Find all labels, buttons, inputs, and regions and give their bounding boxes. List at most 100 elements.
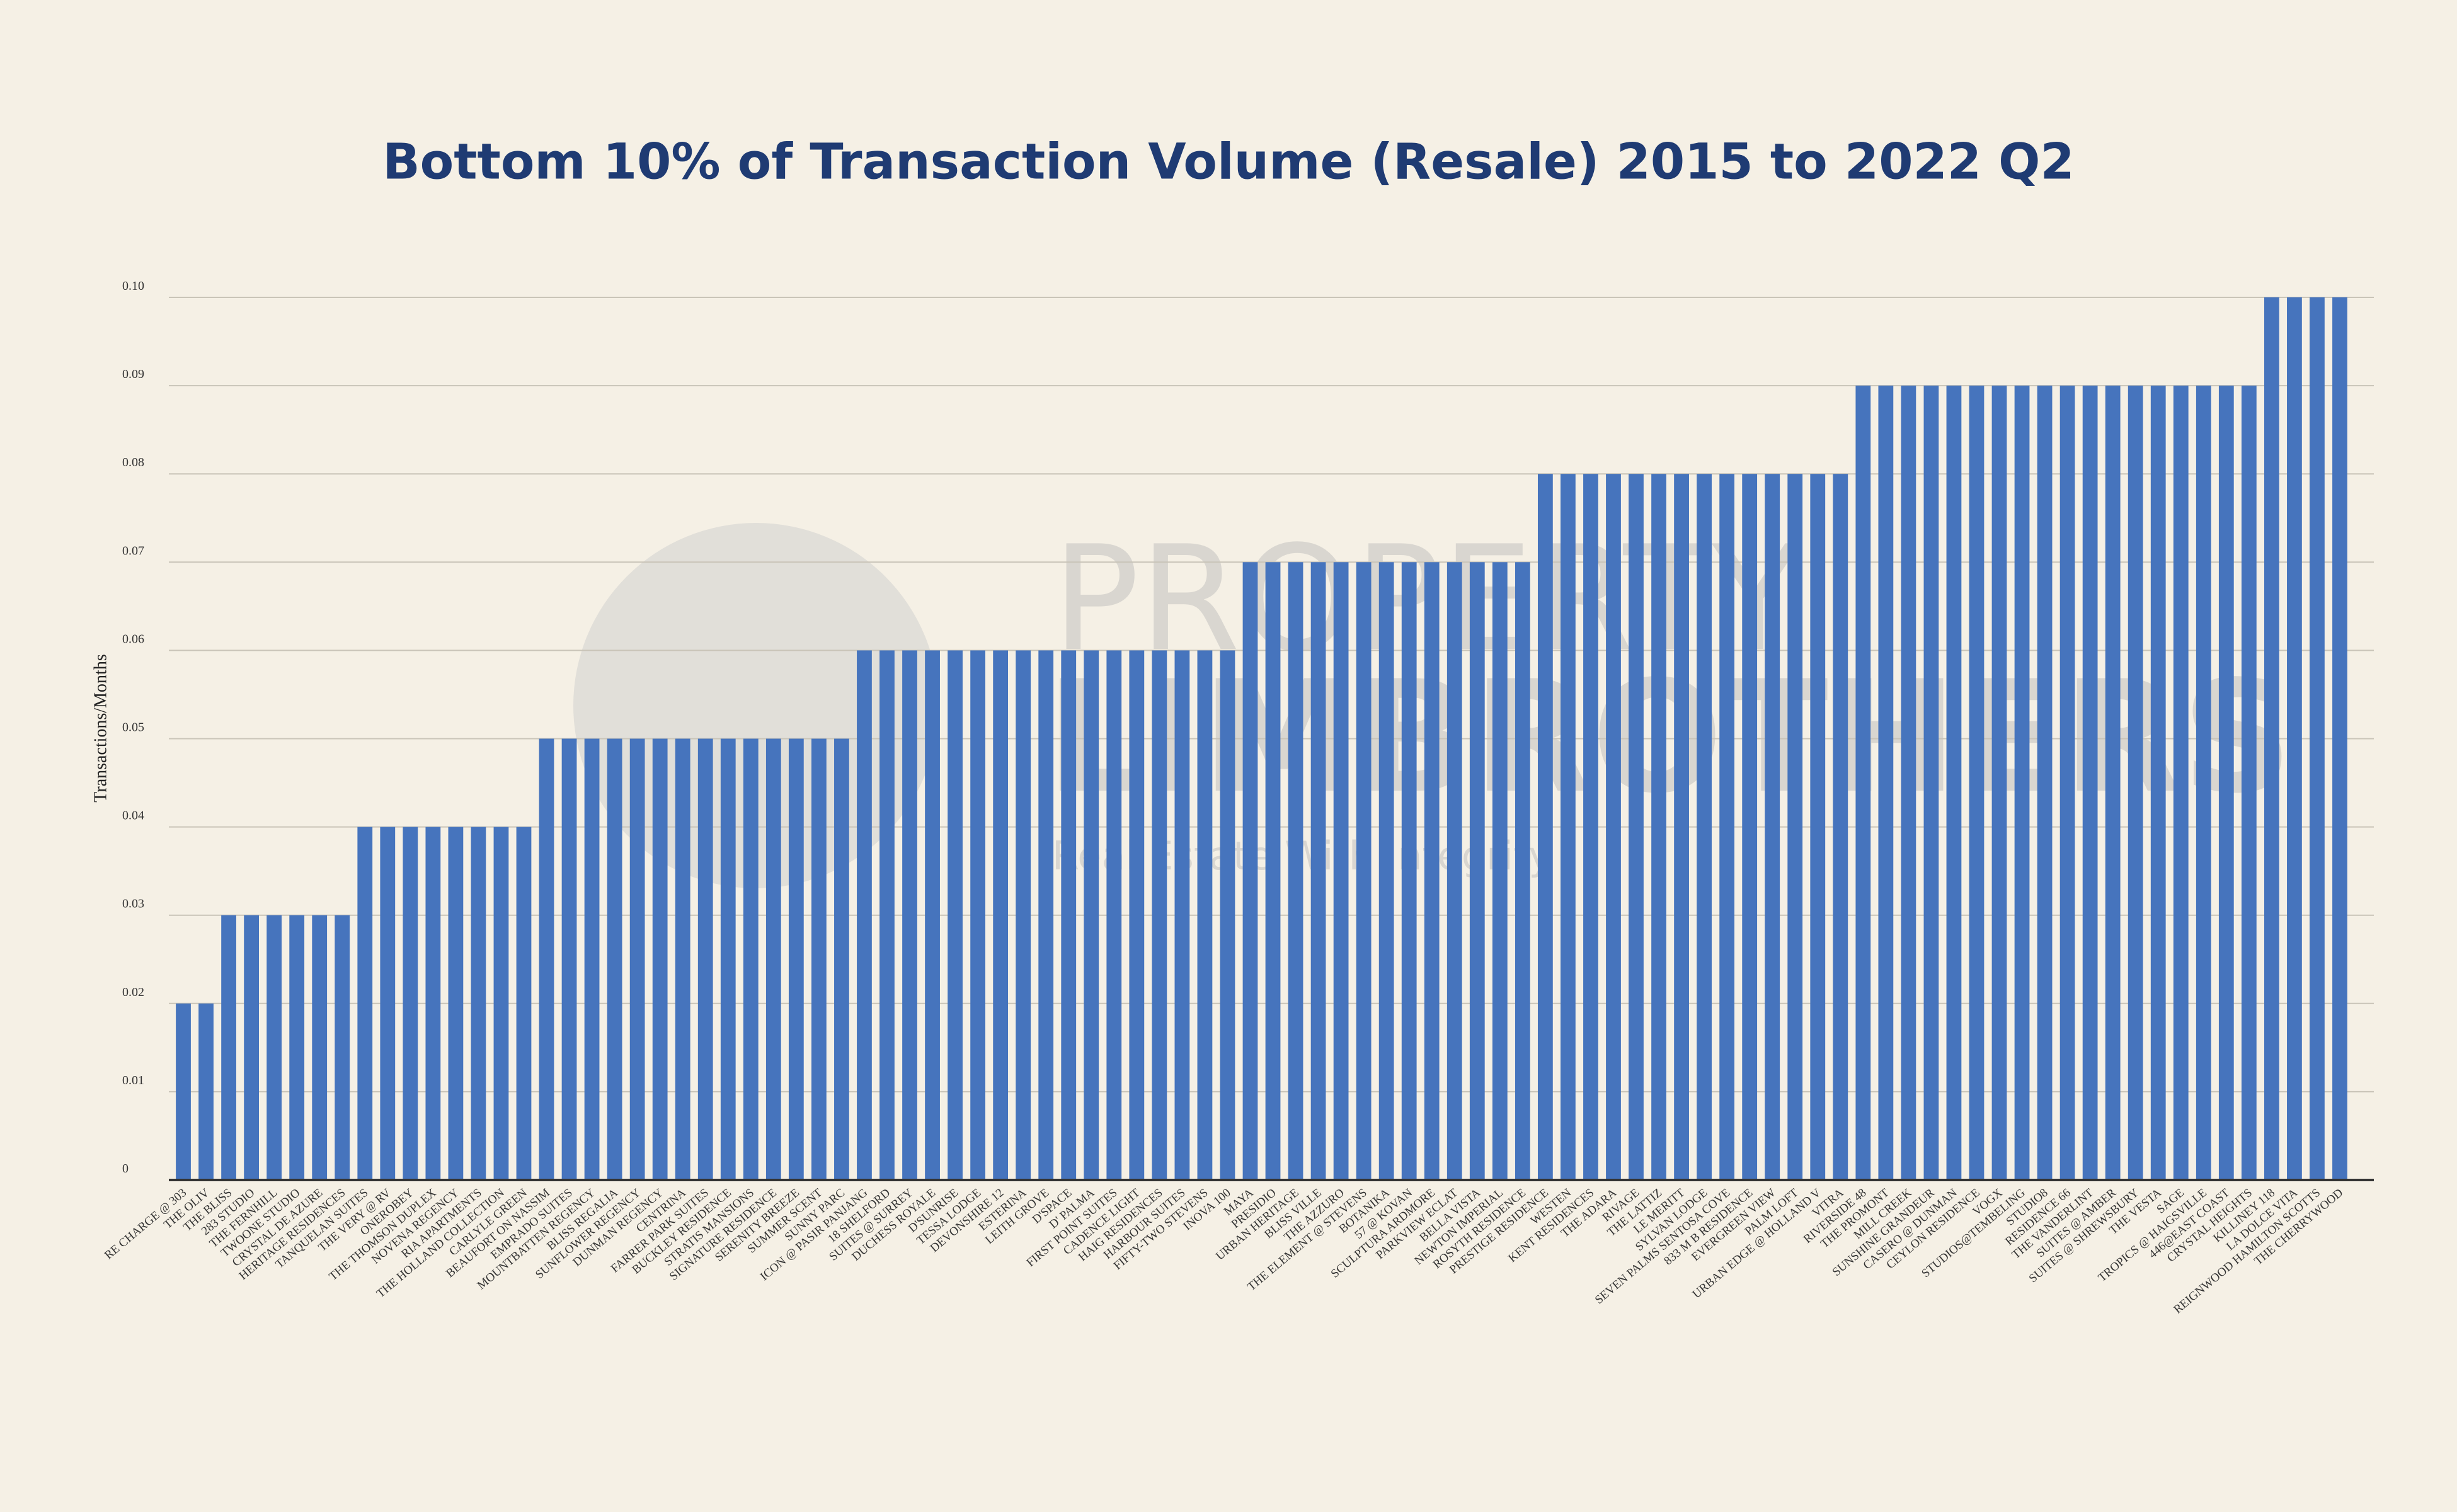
bar — [1787, 474, 1803, 1181]
bar — [244, 915, 259, 1180]
bar — [335, 915, 350, 1180]
y-tick-label: 0.02 — [122, 985, 144, 999]
y-tick-label: 0.01 — [122, 1074, 144, 1087]
bar — [1810, 474, 1826, 1181]
bar — [675, 738, 690, 1180]
bar — [834, 738, 849, 1180]
bar — [1197, 650, 1213, 1180]
bar — [2218, 386, 2234, 1180]
bar — [425, 827, 441, 1180]
bar — [2264, 297, 2279, 1180]
bar — [266, 915, 282, 1180]
y-axis-label: Transactions/Months — [91, 654, 110, 802]
bar — [1833, 474, 1848, 1181]
y-tick-label: 0.04 — [122, 809, 144, 823]
bar — [493, 827, 509, 1180]
bar — [2037, 386, 2053, 1180]
bar — [1446, 562, 1462, 1180]
bar — [1242, 562, 1258, 1180]
y-tick-label: 0.09 — [122, 367, 144, 381]
bar — [289, 915, 305, 1180]
bar — [1061, 650, 1077, 1180]
bar — [1697, 474, 1712, 1181]
bar — [1629, 474, 1644, 1181]
bar — [176, 1003, 191, 1180]
bar — [765, 738, 781, 1180]
bar — [1515, 562, 1530, 1180]
bar — [1265, 562, 1281, 1180]
bar — [539, 738, 554, 1180]
bar — [970, 650, 985, 1180]
bar — [1310, 562, 1326, 1180]
bar — [1106, 650, 1122, 1180]
bar — [448, 827, 464, 1180]
bar — [857, 650, 872, 1180]
bar — [561, 738, 577, 1180]
bar — [720, 738, 736, 1180]
bar — [198, 1003, 214, 1180]
bar — [380, 827, 396, 1180]
bar — [2059, 386, 2075, 1180]
bar — [811, 738, 827, 1180]
bar — [1742, 474, 1758, 1181]
bar — [584, 738, 600, 1180]
bar — [879, 650, 895, 1180]
y-tick-label: 0 — [122, 1162, 129, 1176]
bar — [925, 650, 940, 1180]
bar — [652, 738, 668, 1180]
bar — [516, 827, 532, 1180]
bar — [2173, 386, 2189, 1180]
bar — [1152, 650, 1167, 1180]
bar — [312, 915, 328, 1180]
y-tick-label: 0.08 — [122, 455, 144, 469]
bar — [2310, 297, 2325, 1180]
bar — [2196, 386, 2211, 1180]
chart-title: Bottom 10% of Transaction Volume (Resale… — [382, 134, 2075, 190]
y-tick-label: 0.03 — [122, 897, 144, 911]
bar — [1561, 474, 1576, 1181]
bar — [2287, 297, 2302, 1180]
bar — [1220, 650, 1235, 1180]
bar — [2150, 386, 2166, 1180]
bar — [1469, 562, 1485, 1180]
bar — [993, 650, 1009, 1180]
bar — [1923, 386, 1939, 1180]
bar — [1991, 386, 2007, 1180]
bar — [1038, 650, 1054, 1180]
bar — [1356, 562, 1372, 1180]
bar — [1583, 474, 1598, 1181]
bar — [2105, 386, 2121, 1180]
bar — [2332, 297, 2347, 1180]
bar — [1084, 650, 1099, 1180]
bar — [1129, 650, 1145, 1180]
bar — [1606, 474, 1621, 1181]
bar — [1946, 386, 1962, 1180]
bar — [221, 915, 236, 1180]
bar — [1401, 562, 1417, 1180]
bar — [1855, 386, 1871, 1180]
bar — [2082, 386, 2098, 1180]
bar — [1492, 562, 1508, 1180]
bar — [697, 738, 713, 1180]
bar — [948, 650, 963, 1180]
y-tick-label: 0.07 — [122, 544, 144, 558]
bar — [1719, 474, 1735, 1181]
bar — [788, 738, 804, 1180]
bar — [403, 827, 418, 1180]
bar — [2014, 386, 2030, 1180]
bar — [902, 650, 917, 1180]
bar — [1333, 562, 1349, 1180]
bar — [1674, 474, 1689, 1181]
bar — [1378, 562, 1394, 1180]
bar — [1288, 562, 1303, 1180]
bar — [1878, 386, 1894, 1180]
bar — [2241, 386, 2257, 1180]
bar — [1538, 474, 1553, 1181]
bar — [743, 738, 759, 1180]
bar — [629, 738, 645, 1180]
bar — [1174, 650, 1190, 1180]
bar — [607, 738, 622, 1180]
y-tick-label: 0.10 — [122, 279, 144, 293]
bar — [1424, 562, 1440, 1180]
